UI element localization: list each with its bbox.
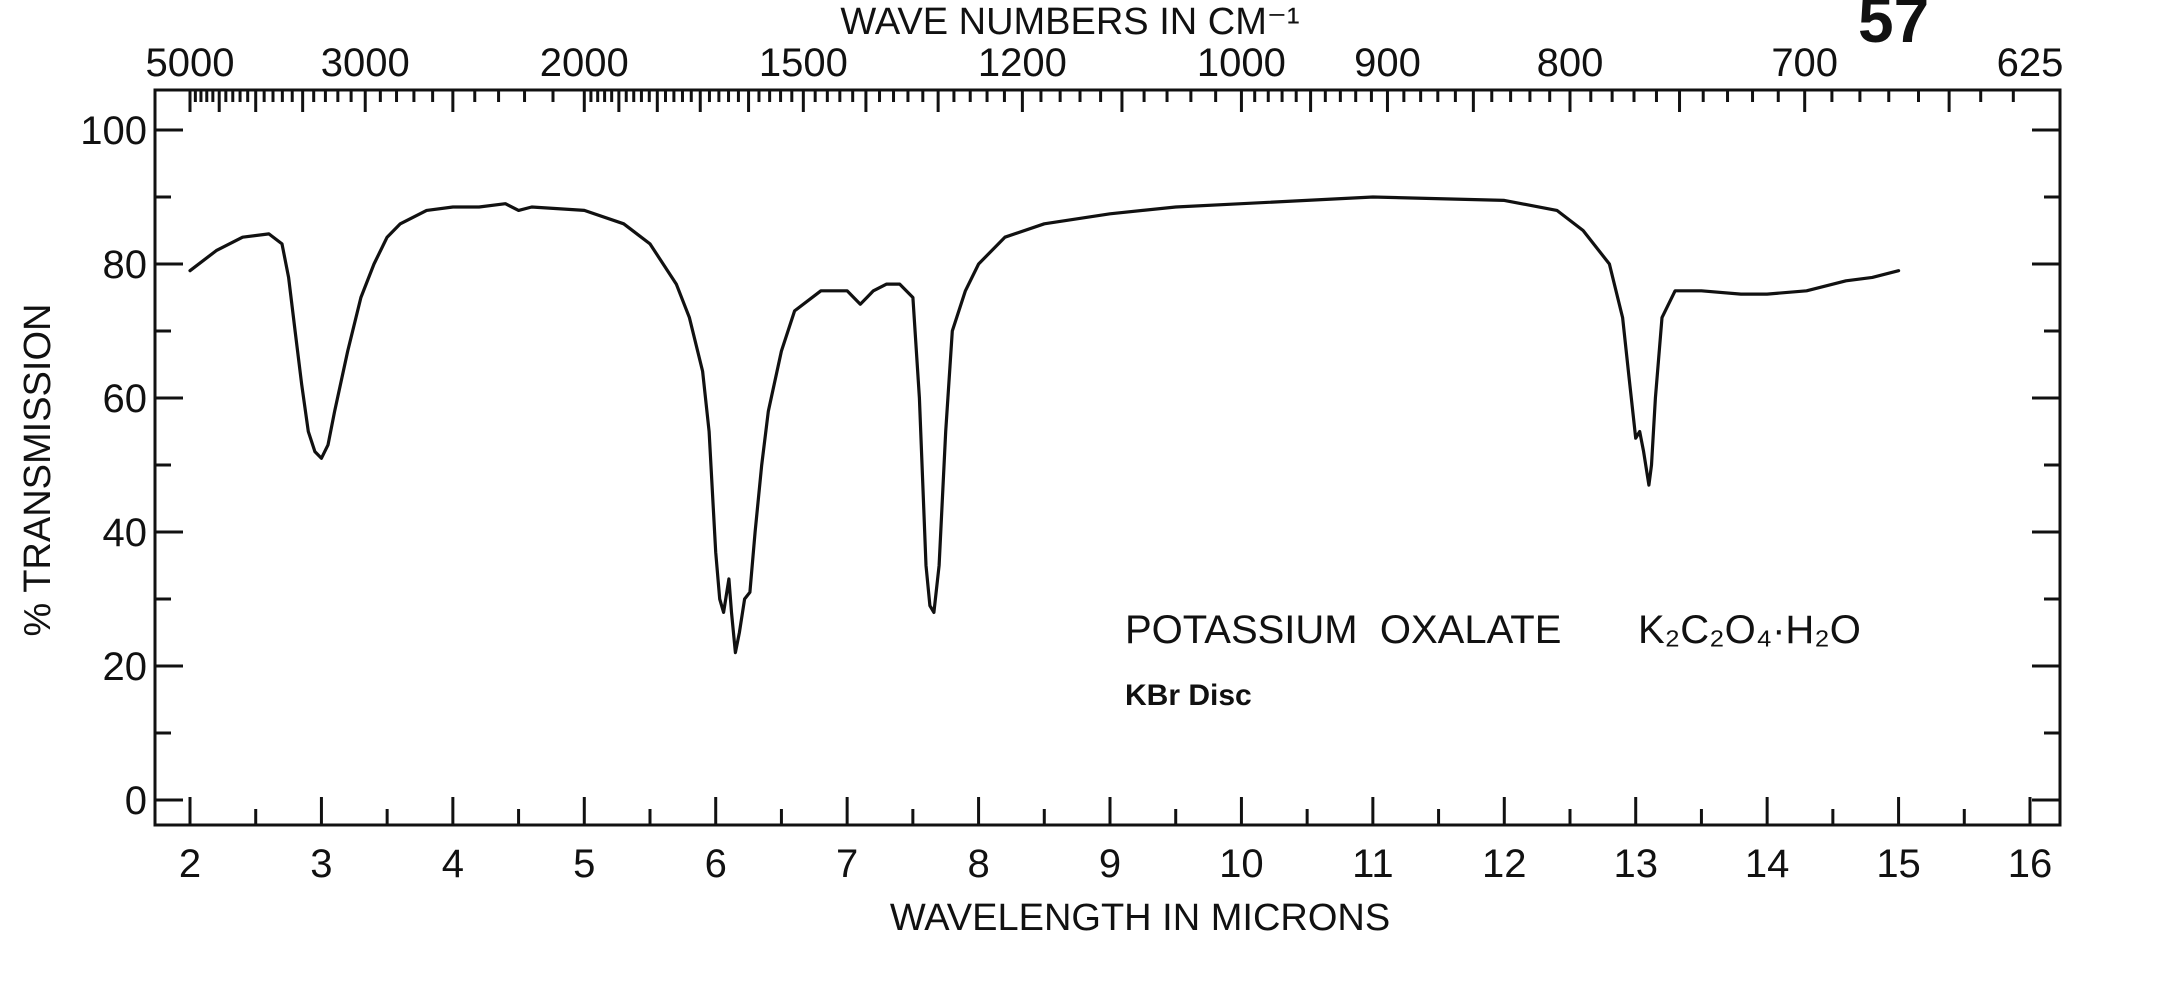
x-tick-label: 15	[1876, 842, 1921, 886]
top-axis-title: WAVE NUMBERS IN CM⁻¹	[840, 1, 1299, 43]
top-tick-label: 2000	[540, 41, 629, 85]
x-tick-label: 11	[1352, 842, 1394, 886]
annotation: POTASSIUM OXALATE K₂C₂O₄·H₂O KBr Disc	[1125, 608, 1861, 712]
x-tick-label: 3	[310, 842, 332, 886]
top-tick-label: 3000	[321, 41, 410, 85]
x-tick-label: 14	[1745, 842, 1790, 886]
y-tick-label: 20	[103, 645, 148, 689]
x-tick-label: 8	[967, 842, 989, 886]
y-tick-label: 0	[125, 779, 147, 823]
top-tick-label: 1200	[978, 41, 1067, 85]
x-tick-label: 6	[705, 842, 727, 886]
top-tick-label: 900	[1354, 41, 1421, 85]
top-tick-label: 1000	[1197, 41, 1286, 85]
x-tick-label: 10	[1219, 842, 1264, 886]
x-tick-label: 9	[1099, 842, 1121, 886]
top-tick-label: 625	[1997, 41, 2064, 85]
y-tick-label: 40	[103, 511, 148, 555]
x-tick-label: 12	[1482, 842, 1527, 886]
x-tick-label: 7	[836, 842, 858, 886]
page-number: 57	[1858, 0, 1929, 56]
compound-name: POTASSIUM OXALATE	[1125, 608, 1561, 652]
y-tick-label: 100	[80, 109, 147, 153]
top-tick-label: 800	[1537, 41, 1604, 85]
top-tick-label: 1500	[759, 41, 848, 85]
x-axis-title: WAVELENGTH IN MICRONS	[890, 897, 1390, 939]
x-tick-label: 2	[179, 842, 201, 886]
compound-formula: K₂C₂O₄·H₂O	[1638, 608, 1861, 652]
x-tick-label: 16	[2008, 842, 2053, 886]
y-tick-label: 80	[103, 243, 148, 287]
x-tick-label: 13	[1613, 842, 1658, 886]
plot-frame	[153, 88, 2062, 827]
y-axis-title: % TRANSMISSION	[17, 304, 59, 637]
x-tick-label: 5	[573, 842, 595, 886]
sample-method: KBr Disc	[1125, 679, 1252, 712]
x-tick-label: 4	[442, 842, 464, 886]
top-tick-label: 700	[1771, 41, 1838, 85]
y-tick-label: 60	[103, 377, 148, 421]
top-tick-label: 5000	[146, 41, 235, 85]
spectrum-line	[188, 195, 1901, 655]
